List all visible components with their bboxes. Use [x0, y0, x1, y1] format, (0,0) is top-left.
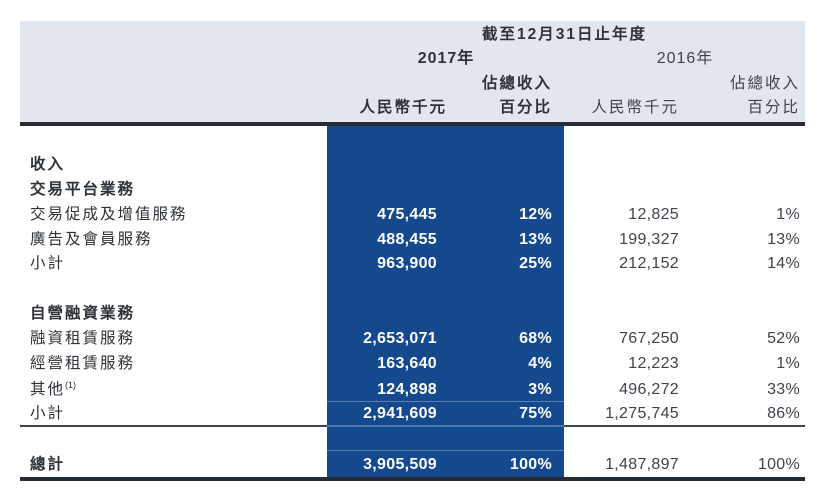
cell-2016-amount: 1,275,745: [605, 405, 679, 422]
cell-2016-amount: 767,250: [619, 330, 679, 347]
rmb-thousand-2016-header: 人民幣千元: [591, 99, 679, 116]
percentage-2017-header: 百分比: [499, 99, 552, 116]
table-row: 其他(1) 124,898 3% 496,272 33%: [20, 377, 805, 402]
table-row: 收入: [20, 152, 805, 177]
table-row: 經營租賃服務 163,640 4% 12,223 1%: [20, 351, 805, 376]
row-label: 交易平台業務: [30, 181, 136, 198]
cell-2017-amount: 2,653,071: [363, 330, 437, 347]
period-title: 截至12月31日止年度: [482, 26, 647, 43]
table-header-band: 截至12月31日止年度 2017年 2016年 佔總收入 佔總收入 人民幣千元 …: [20, 21, 805, 122]
total-row: 總計 3,905,509 100% 1,487,897 100%: [20, 452, 805, 477]
cell-2016-percent: 14%: [767, 255, 800, 272]
cell-2017-percent: 25%: [519, 255, 552, 272]
cell-2016-percent: 13%: [767, 231, 800, 248]
header-bottom-rule: [20, 122, 805, 126]
cell-2016-amount: 212,152: [619, 255, 679, 272]
row-label: 廣告及會員服務: [30, 231, 153, 248]
cell-2017-amount: 475,445: [377, 206, 437, 223]
cell-2016-amount: 496,272: [619, 381, 679, 398]
subtotal-rule-highlight: [327, 425, 564, 427]
cell-2017-percent: 4%: [528, 355, 552, 372]
cell-2016-percent: 33%: [767, 381, 800, 398]
cell-2017-percent: 3%: [528, 381, 552, 398]
cell-2017-percent: 75%: [519, 405, 552, 422]
table-row: 交易平台業務: [20, 177, 805, 202]
cell-2017-amount: 963,900: [377, 255, 437, 272]
highlight-separator: [327, 450, 564, 451]
cell-2016-percent: 52%: [767, 330, 800, 347]
cell-2016-percent: 86%: [767, 405, 800, 422]
highlight-column-2017: [327, 126, 564, 481]
row-label: 小計: [30, 405, 66, 422]
cell-2016-amount: 199,327: [619, 231, 679, 248]
footnote-marker: (1): [65, 379, 77, 390]
row-label: 交易促成及增值服務: [30, 206, 188, 223]
year-2017-header: 2017年: [417, 50, 475, 67]
table-bottom-rule: [20, 477, 805, 481]
cell-2016-percent: 1%: [776, 355, 800, 372]
row-label: 收入: [30, 156, 66, 173]
cell-2017-percent: 13%: [519, 231, 552, 248]
rmb-thousand-2017-header: 人民幣千元: [359, 99, 447, 116]
cell-2017-amount: 2,941,609: [363, 405, 437, 422]
row-label: 經營租賃服務: [30, 355, 136, 372]
share-of-revenue-2017-header: 佔總收入: [481, 75, 552, 92]
cell-2016-amount: 12,223: [628, 355, 679, 372]
row-label: 小計: [30, 255, 66, 272]
table-row: 融資租賃服務 2,653,071 68% 767,250 52%: [20, 326, 805, 351]
subtotal-row: 小計 2,941,609 75% 1,275,745 86%: [20, 401, 805, 426]
cell-2017-percent: 68%: [519, 330, 552, 347]
share-of-revenue-2016-header: 佔總收入: [729, 75, 800, 92]
year-2016-header: 2016年: [656, 50, 714, 67]
table-row: 廣告及會員服務 488,455 13% 199,327 13%: [20, 227, 805, 252]
subtotal-row: 小計 963,900 25% 212,152 14%: [20, 251, 805, 276]
row-label: 其他(1): [20, 377, 307, 402]
percentage-2016-header: 百分比: [747, 99, 800, 116]
cell-2016-amount: 12,825: [628, 206, 679, 223]
cell-2017-percent: 100%: [509, 456, 552, 473]
cell-2017-amount: 488,455: [377, 231, 437, 248]
cell-2017-percent: 12%: [519, 206, 552, 223]
row-label: 融資租賃服務: [30, 330, 136, 347]
cell-2016-amount: 1,487,897: [605, 456, 679, 473]
highlight-separator: [327, 401, 564, 402]
row-label-text: 其他: [30, 381, 66, 398]
cell-2017-amount: 163,640: [377, 355, 437, 372]
row-label: 自營融資業務: [30, 305, 136, 322]
table-row: 交易促成及增值服務 475,445 12% 12,825 1%: [20, 202, 805, 227]
cell-2017-amount: 124,898: [377, 381, 437, 398]
cell-2016-percent: 1%: [776, 206, 800, 223]
row-label: 總計: [30, 456, 66, 473]
table-row: 自營融資業務: [20, 301, 805, 326]
cell-2017-amount: 3,905,509: [363, 456, 437, 473]
cell-2016-percent: 100%: [757, 456, 800, 473]
